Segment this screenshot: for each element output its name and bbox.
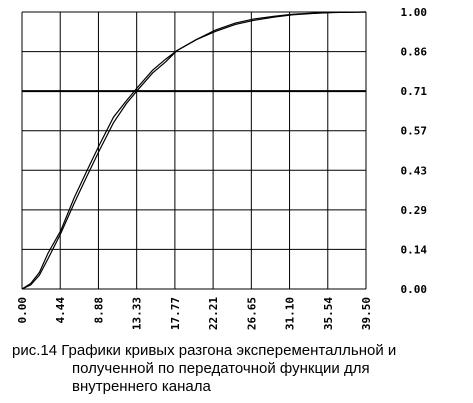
- series-line-2: [21, 11, 367, 290]
- x-tick-label: 4.44: [54, 297, 67, 324]
- y-tick-label: 0.43: [401, 164, 428, 177]
- x-tick-label: 31.10: [284, 297, 297, 330]
- y-tick-label: 1.00: [401, 6, 428, 19]
- x-tick-label: 17.77: [169, 297, 182, 330]
- y-tick-label: 0.71: [401, 85, 428, 98]
- series-line-1: [21, 11, 367, 290]
- series-layer: [21, 11, 367, 290]
- y-tick-label: 0.86: [401, 46, 428, 59]
- y-axis-tick-labels: 1.00 0.86 0.71 0.57 0.43 0.29 0.14 0.00: [401, 6, 428, 296]
- x-tick-label: 26.65: [245, 297, 258, 330]
- x-tick-label: 13.33: [131, 297, 144, 330]
- x-tick-label: 39.50: [360, 297, 373, 330]
- grid: [21, 11, 367, 290]
- y-tick-label: 0.57: [401, 125, 428, 138]
- caption-line-3: внутреннего канала: [72, 378, 211, 395]
- x-tick-label: 22.21: [207, 297, 220, 330]
- caption-line-1: рис.14 Графики кривых разгона эксперемен…: [12, 342, 397, 359]
- x-tick-label: 8.88: [92, 297, 105, 324]
- x-tick-label: 35.54: [322, 297, 335, 330]
- x-tick-label: 0.00: [16, 297, 29, 324]
- y-tick-label: 0.29: [401, 204, 428, 217]
- caption-line-2: полученной по передаточной функции для: [72, 360, 370, 377]
- y-tick-label: 0.00: [401, 283, 428, 296]
- y-tick-label: 0.14: [401, 243, 428, 256]
- x-axis-tick-labels: 0.00 4.44 8.88 13.33 17.77 22.21 26.65 31.10 35.…: [16, 297, 373, 330]
